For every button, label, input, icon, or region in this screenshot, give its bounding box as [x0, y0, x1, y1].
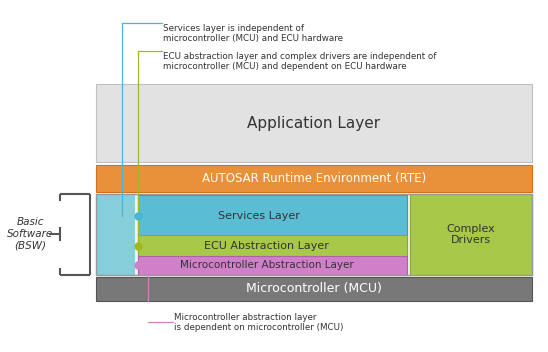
Text: ECU abstraction layer and complex drivers are independent of
microcontroller (MC: ECU abstraction layer and complex driver…: [163, 52, 437, 71]
Text: AUTOSAR Runtime Environment (RTE): AUTOSAR Runtime Environment (RTE): [202, 172, 426, 185]
Bar: [138, 256, 407, 275]
Text: Application Layer: Application Layer: [247, 116, 380, 131]
Text: Services layer is independent of
microcontroller (MCU) and ECU hardware: Services layer is independent of microco…: [163, 24, 343, 43]
Text: Microcontroller (MCU): Microcontroller (MCU): [246, 283, 381, 295]
Text: Microcontroller Abstraction Layer: Microcontroller Abstraction Layer: [180, 260, 354, 270]
Text: ECU Abstraction Layer: ECU Abstraction Layer: [204, 241, 329, 251]
Text: Services Layer: Services Layer: [218, 210, 300, 221]
Bar: [96, 194, 135, 275]
Text: Complex
Drivers: Complex Drivers: [447, 224, 495, 245]
Text: Microcontroller abstraction layer
is dependent on microcontroller (MCU): Microcontroller abstraction layer is dep…: [174, 313, 344, 333]
Bar: [96, 165, 532, 192]
Bar: [96, 84, 532, 162]
Bar: [138, 235, 407, 257]
Bar: [138, 195, 407, 236]
Bar: [410, 194, 532, 275]
Text: Basic
Software
(BSW): Basic Software (BSW): [7, 218, 53, 251]
Bar: [96, 277, 532, 301]
Bar: [96, 194, 532, 275]
Bar: [96, 194, 532, 275]
